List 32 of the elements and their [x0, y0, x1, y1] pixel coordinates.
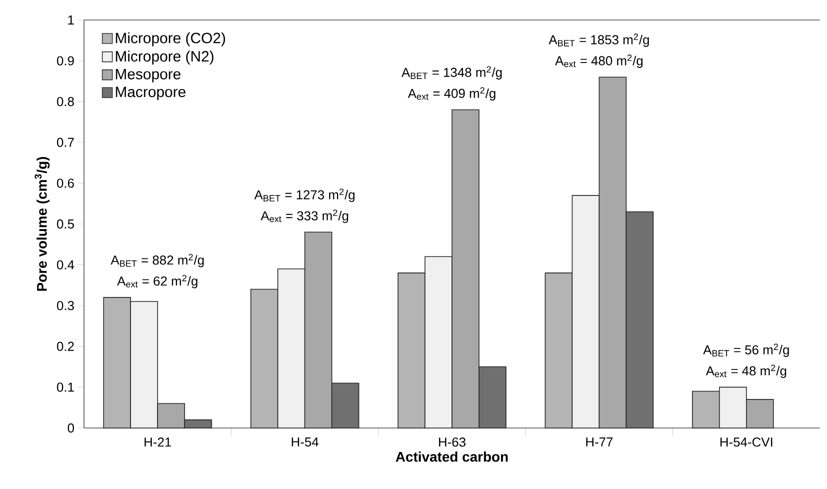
y-tick-label: 0.1 [56, 382, 74, 392]
annotation: A$_{ext}$ = 409 m$^{2}$/g [408, 87, 496, 101]
x-axis-title: Activated carbon [396, 452, 508, 462]
legend-label: Micropore (N2) [116, 50, 214, 65]
legend-label: Macropore [116, 86, 186, 100]
y-tick-label: 0 [68, 423, 74, 433]
annotation: A$_{BET}$ = 882 m$^{2}$/g [110, 254, 204, 268]
y-tick-label: 1 [68, 16, 74, 24]
annotation: A$_{BET}$ = 1273 m$^{2}$/g [254, 188, 355, 202]
annotation: A$_{ext}$ = 333 m$^{2}$/g [260, 210, 348, 223]
y-tick-label: 0.5 [56, 219, 74, 229]
y-tick-label: 0.7 [56, 138, 74, 147]
annotation: A$_{BET}$ = 56 m$^{2}$/g [703, 344, 789, 357]
y-tick-label: 0.2 [56, 342, 74, 351]
y-tick-label: 0.4 [56, 260, 74, 270]
annotation: A$_{ext}$ = 62 m$^{2}$/g [117, 274, 198, 288]
y-tick-label: 0.8 [56, 96, 74, 106]
x-tick-label: H-54 [292, 438, 318, 447]
annotation: A$_{ext}$ = 48 m$^{2}$/g [706, 364, 786, 378]
x-tick-label: H-54-CVI [720, 438, 772, 447]
annotation: A$_{BET}$ = 1853 m$^{2}$/g [548, 34, 649, 47]
x-tick-label: H-21 [144, 438, 172, 447]
annotation: A$_{ext}$ = 480 m$^{2}$/g [555, 54, 643, 68]
annotation: A$_{BET}$ = 1348 m$^{2}$/g [402, 66, 502, 80]
y-tick-label: 0.9 [56, 56, 74, 66]
y-axis-title: Pore volume (cm$^{3}$/g) [34, 156, 50, 291]
x-tick-label: H-63 [439, 438, 466, 447]
legend-label: Mesopore [116, 68, 180, 82]
x-tick-label: H-77 [586, 438, 613, 446]
y-tick-label: 0.3 [56, 300, 74, 310]
legend-label: Micropore (CO2) [116, 32, 226, 46]
y-tick-label: 0.6 [56, 178, 74, 188]
